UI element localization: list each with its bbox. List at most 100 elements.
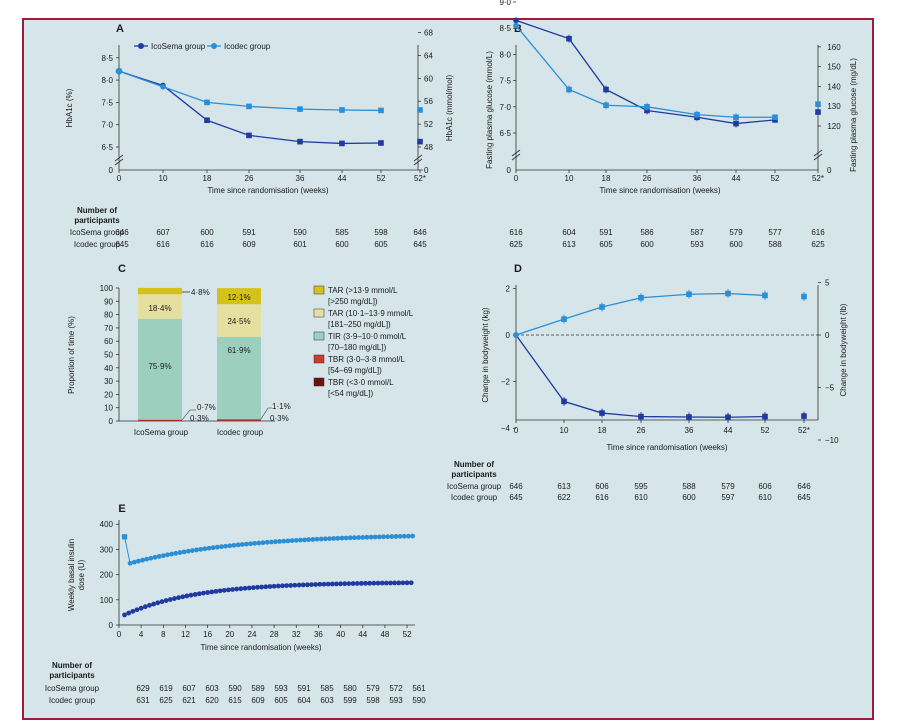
panel-e-point	[213, 588, 219, 594]
panel-e-point	[221, 587, 227, 593]
panel-d-y-tick-label: −2	[501, 378, 511, 387]
panel-a-point	[378, 107, 384, 114]
panel-c-legend-label: TAR (>13·9 mmol/L	[328, 286, 398, 295]
panel-e-x-tick-label: 24	[248, 630, 257, 639]
panel-e-count: 621	[182, 696, 196, 705]
panel-e-point	[210, 545, 216, 551]
panel-e-point	[227, 543, 233, 549]
panel-c-legend-label: [181–250 mg/dL])	[328, 320, 391, 329]
panel-e-point	[325, 581, 331, 587]
panel-d-count-title: Number of	[454, 460, 494, 469]
panel-e-count: 590	[412, 696, 426, 705]
panel-c-category-label: Icodec group	[217, 428, 264, 437]
panel-d-series-line	[515, 334, 766, 418]
panel-b-point	[815, 101, 821, 107]
panel-a-count: 600	[335, 240, 349, 249]
panel-c-label: 12·1%	[227, 293, 250, 302]
panel-e-count: 593	[389, 696, 403, 705]
panel-d-count: 579	[721, 482, 735, 491]
panel-c-bar-segment	[138, 287, 182, 295]
panel-e-x-tick-label: 40	[336, 630, 345, 639]
panel-a-count-row-label: IcoSema group	[70, 228, 125, 237]
panel-d-count: 606	[758, 482, 772, 491]
panel-d-count: 646	[509, 482, 523, 491]
panel-d-y-tick-label: 2	[506, 284, 511, 293]
panel-b-count: 591	[599, 228, 613, 237]
panel-e-count: 561	[412, 684, 426, 693]
panel-e-point	[368, 534, 374, 540]
panel-b-x-tick-label: 52	[771, 174, 780, 183]
panel-e-point	[401, 533, 407, 539]
panel-e-point	[298, 537, 303, 543]
panel-a-y2-tick-label: 48	[424, 143, 433, 152]
panel-c-y-tick-label: 80	[104, 311, 113, 320]
panel-e-count-title: Number of	[52, 661, 92, 670]
panel-e-point	[293, 537, 299, 543]
panel-e-count: 615	[228, 696, 242, 705]
panel-d-x-tick-label: 52	[761, 426, 770, 435]
panel-e-point	[321, 581, 327, 587]
panel-b-count: 625	[811, 240, 825, 249]
panel-a-axis-break-right	[413, 154, 423, 166]
panel-a-y2-tick-label: 68	[424, 29, 433, 38]
panel-a-y2-label: HbA1c (mmol/mol)	[445, 75, 454, 142]
panel-a-axis-break	[114, 154, 124, 166]
panel-e-point	[288, 583, 294, 588]
panel-c-label: 4·8%	[191, 288, 210, 297]
panel-e-x-tick-label: 20	[225, 630, 234, 639]
panel-e-point	[318, 536, 324, 542]
panel-c-y-label: Proportion of time (%)	[67, 316, 76, 394]
panel-d-count: 622	[557, 493, 571, 502]
panel-e-point	[367, 580, 373, 586]
panel-b-x-tick-label: 0	[514, 174, 519, 183]
panel-a-point	[378, 140, 384, 146]
panel-e-point	[263, 584, 269, 590]
panel-d-y-tick-label: 0	[506, 331, 511, 340]
panel-d-count: 646	[797, 482, 811, 491]
panel-e-point	[350, 581, 356, 586]
panel-e-point	[131, 559, 137, 565]
panel-d-y2-tick-label: 0	[825, 331, 830, 340]
panel-e-count-row-label: IcoSema group	[45, 684, 100, 693]
panel-a-x-tick-label: 36	[296, 174, 305, 183]
panel-a-count: 590	[293, 228, 307, 237]
panel-e-point	[302, 537, 307, 543]
panel-b-y-tick-label: 8·0	[499, 50, 511, 59]
panel-e-point	[389, 534, 395, 539]
panel-e-point	[169, 551, 175, 557]
panel-e-point	[260, 540, 266, 546]
panel-d-point	[513, 332, 519, 338]
panel-d-x-tick-label: 18	[598, 426, 607, 435]
panel-e-x-tick-label: 52	[403, 630, 412, 639]
panel-e-point	[252, 540, 258, 546]
panel-e-x-tick-label: 4	[139, 630, 144, 639]
panel-e-point	[138, 605, 144, 611]
panel-e-point	[310, 537, 316, 542]
panel-a-point	[246, 103, 252, 110]
panel-e-point	[277, 539, 283, 544]
panel-a-point	[339, 140, 345, 147]
panel-e-point	[135, 558, 141, 564]
panel-e-point	[354, 581, 360, 586]
panel-e-point	[126, 610, 132, 616]
panel-a-count: 605	[374, 240, 388, 249]
panel-b-point	[513, 17, 519, 24]
panel-a-x-tick-label: 26	[245, 174, 254, 183]
panel-c-legend-swatch	[313, 285, 325, 295]
panel-d-y-tick-label: −4	[501, 424, 511, 433]
panel-e-x-tick-label: 44	[358, 630, 367, 639]
panel-e-y-tick-label: 0	[109, 621, 114, 630]
panel-e-count: 589	[251, 684, 265, 693]
panel-c-y-tick-label: 90	[104, 297, 113, 306]
panel-e-point	[292, 582, 298, 588]
panel-e-point	[259, 584, 265, 590]
panel-b-x-label: Time since randomisation (weeks)	[599, 186, 720, 195]
panel-e-point	[281, 538, 287, 544]
panel-e-count: 604	[297, 696, 311, 705]
panel-e-point	[404, 580, 410, 586]
panel-b-count: 616	[509, 228, 523, 237]
panel-e-point	[385, 534, 391, 540]
panel-a-y2-tick-label: 60	[424, 74, 433, 83]
panel-e-point	[363, 580, 368, 586]
